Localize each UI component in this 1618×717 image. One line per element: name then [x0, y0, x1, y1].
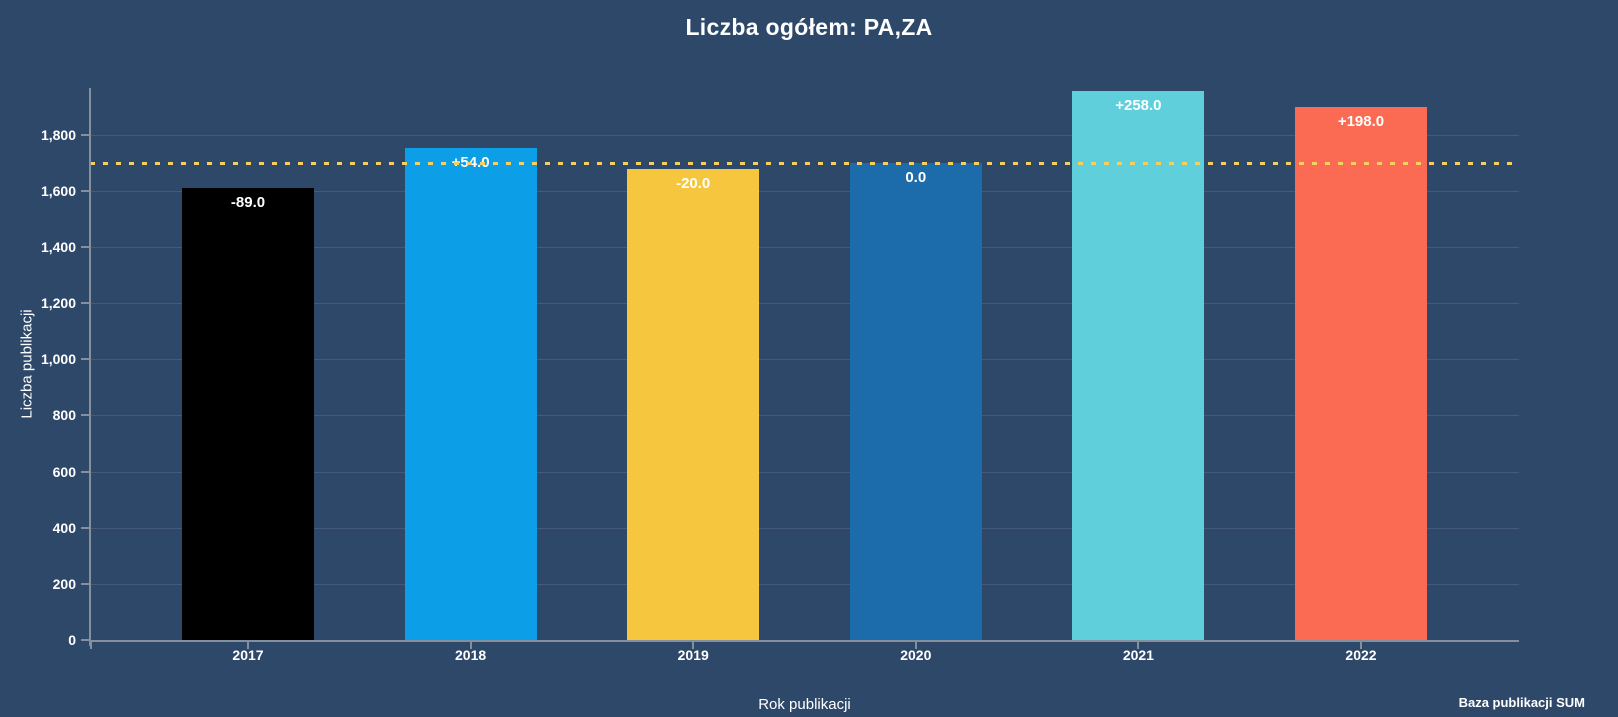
y-tick-mark-400: [81, 526, 89, 529]
reference-line: [90, 161, 1519, 165]
x-tick-mark-2018: [469, 642, 472, 649]
x-tick-mark-2017: [247, 642, 249, 649]
chart-title: Liczba ogółem: PA,ZA: [685, 14, 933, 40]
x-tick-label-2020: 2020: [900, 647, 932, 663]
bars-layer: -89.0 +54.0 -20.0 0.0 +258.0 +198.0: [90, 88, 1519, 640]
gridline-800: [90, 415, 1519, 417]
bar-value-label-2020: 0.0: [905, 168, 927, 186]
y-tick-mark-600: [81, 470, 89, 473]
y-tick-mark-200: [81, 582, 89, 585]
x-tick-label-2022: 2022: [1345, 647, 1377, 663]
x-tick-mark-2019: [692, 642, 695, 649]
x-tick-mark-2020: [914, 642, 917, 649]
y-tick-label-1000: 1,000: [40, 351, 76, 368]
y-tick-mark-800: [81, 414, 89, 417]
y-tick-label-800: 800: [52, 407, 76, 424]
bar-2022[interactable]: +198.0: [1294, 107, 1427, 640]
bar-2021[interactable]: +258.0: [1072, 90, 1205, 640]
bar-2019[interactable]: -20.0: [627, 168, 760, 640]
y-tick-mark-1600: [81, 189, 89, 192]
x-axis-title: Rok publikacji: [758, 696, 851, 713]
x-axis-line: [89, 640, 1519, 642]
y-tick-label-400: 400: [52, 519, 76, 536]
gridline-600: [90, 471, 1519, 473]
y-tick-mark-0: [81, 639, 89, 641]
x-tick-label-2018: 2018: [455, 647, 487, 663]
y-tick-mark-1400: [81, 246, 89, 249]
x-tick-label-2017: 2017: [232, 647, 264, 663]
bar-2018[interactable]: +54.0: [404, 147, 537, 640]
x-tick-label-2021: 2021: [1122, 647, 1154, 663]
y-tick-label-1600: 1,600: [40, 182, 76, 199]
source-label: Baza publikacji SUM: [1458, 695, 1585, 710]
gridline-1800: [90, 134, 1519, 136]
gridline-400: [90, 527, 1519, 529]
bar-value-label-2022: +198.0: [1337, 113, 1385, 131]
bar-value-label-2017: -89.0: [230, 193, 266, 211]
gridline-1200: [90, 303, 1519, 305]
y-tick-label-1400: 1,400: [40, 239, 76, 256]
y-tick-mark-1000: [81, 358, 89, 361]
y-tick-label-0: 0: [68, 632, 76, 648]
x-tick-mark-2022: [1360, 642, 1362, 649]
gridline-200: [90, 583, 1519, 585]
gridline-1400: [90, 247, 1519, 249]
y-tick-label-1200: 1,200: [40, 295, 76, 312]
gridline-1600: [90, 190, 1519, 192]
y-tick-mark-1800: [81, 133, 89, 136]
bar-2020[interactable]: 0.0: [849, 162, 982, 640]
x-tick-mark-2021: [1137, 642, 1140, 649]
y-tick-label-600: 600: [52, 463, 76, 480]
y-tick-mark-1200: [81, 302, 89, 305]
bar-value-label-2019: -20.0: [676, 174, 711, 192]
plot-area: -89.0 +54.0 -20.0 0.0 +258.0 +198.0: [90, 88, 1519, 640]
bar-2017[interactable]: -89.0: [182, 187, 314, 640]
y-tick-label-1800: 1,800: [40, 126, 76, 143]
bar-value-label-2021: +258.0: [1115, 96, 1162, 114]
x-tick-label-2019: 2019: [677, 647, 709, 663]
x-tick-mark-axis-start: [90, 642, 92, 649]
gridline-1000: [90, 359, 1519, 361]
y-tick-label-200: 200: [52, 575, 76, 592]
y-axis-line: [89, 88, 91, 646]
